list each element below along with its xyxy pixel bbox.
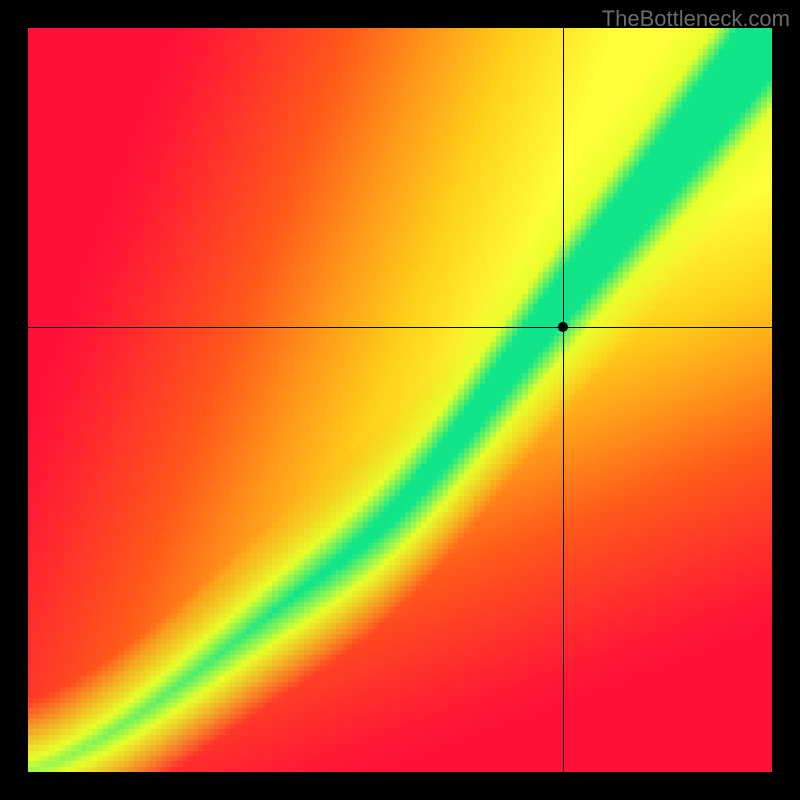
chart-frame: TheBottleneck.com [0, 0, 800, 800]
bottleneck-heatmap [0, 0, 800, 800]
watermark-text: TheBottleneck.com [602, 6, 790, 32]
